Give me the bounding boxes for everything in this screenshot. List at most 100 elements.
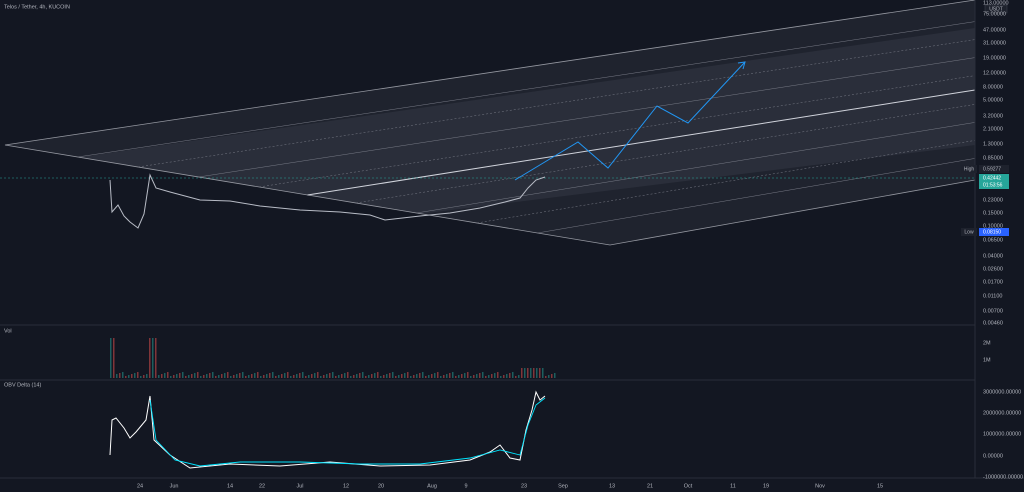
volume-bar: [515, 376, 517, 378]
volume-bar: [116, 374, 118, 378]
volume-bar: [365, 376, 367, 378]
obv-signal: [149, 397, 546, 467]
volume-bar: [191, 374, 193, 378]
volume-bar: [389, 373, 391, 378]
price-label: 0.00700: [983, 308, 1003, 314]
symbol-title: Telos / Tether, 4h, KUCOIN: [4, 4, 70, 10]
volume-bar: [422, 372, 424, 378]
volume-bar: [551, 374, 553, 378]
pitchfork-line: [259, 75, 976, 188]
volume-bar: [137, 372, 139, 378]
volume-bar: [419, 373, 421, 378]
price-label: 12.00000: [983, 70, 1006, 76]
volume-bar: [452, 372, 454, 378]
volume-bar: [461, 374, 463, 378]
time-label: Sep: [558, 483, 568, 489]
price-label: 0.85000: [983, 155, 1003, 161]
price-label: 5.00000: [983, 97, 1003, 103]
volume-bar: [203, 375, 205, 378]
volume-bar: [140, 376, 142, 378]
pitchfork-line: [77, 21, 976, 158]
volume-bar: [356, 374, 358, 378]
volume-bar: [110, 338, 112, 378]
volume-bar: [170, 376, 172, 378]
volume-bar: [254, 373, 256, 378]
volume-bar: [272, 372, 274, 378]
volume-bar: [233, 375, 235, 378]
pane-title: OBV Delta (14): [4, 382, 41, 388]
volume-bar: [431, 374, 433, 378]
obv-label: 3000000.00000: [983, 389, 1021, 395]
time-label: 14: [227, 483, 233, 489]
time-label: 22: [259, 483, 265, 489]
volume-bar: [134, 373, 136, 378]
volume-bar: [338, 375, 340, 378]
time-label: 20: [378, 483, 384, 489]
obv-label: -1000000.00000: [983, 474, 1023, 480]
pitchfork-line: [138, 39, 976, 168]
volume-bar: [398, 375, 400, 378]
volume-bar: [536, 368, 538, 378]
volume-bar: [416, 374, 418, 378]
obv-label: 2000000.00000: [983, 410, 1021, 416]
volume-bar: [404, 373, 406, 378]
volume-bar: [158, 375, 160, 378]
volume-bar: [320, 376, 322, 378]
volume-bar: [533, 368, 535, 378]
volume-bar: [383, 375, 385, 378]
price-box: [979, 174, 1009, 189]
volume-bar: [464, 373, 466, 378]
volume-bar: [329, 373, 331, 378]
volume-bar: [242, 372, 244, 378]
volume-bar: [491, 374, 493, 378]
price-label: 0.01700: [983, 279, 1003, 285]
time-label: 13: [609, 483, 615, 489]
volume-bar: [230, 376, 232, 378]
volume-bar: [278, 375, 280, 378]
volume-bar: [188, 375, 190, 378]
volume-bar: [248, 375, 250, 378]
volume-bar: [494, 373, 496, 378]
volume-bar: [206, 374, 208, 378]
time-label: 15: [877, 483, 883, 489]
volume-bar: [506, 374, 508, 378]
volume-bar: [371, 374, 373, 378]
current-price: 0.42442: [983, 175, 1001, 181]
time-label: 24: [137, 483, 143, 489]
volume-bar: [374, 373, 376, 378]
price-label: 1.30000: [983, 141, 1003, 147]
time-label: 19: [763, 483, 769, 489]
volume-bar: [197, 372, 199, 378]
price-label: 47.00000: [983, 27, 1006, 33]
volume-bar: [179, 373, 181, 378]
volume-bar: [368, 375, 370, 378]
low-box: [979, 228, 1009, 236]
volume-bar: [485, 376, 487, 378]
volume-bar: [308, 375, 310, 378]
volume-bar: [440, 376, 442, 378]
volume-bar: [167, 372, 169, 378]
volume-bar: [341, 374, 343, 378]
volume-bar: [221, 374, 223, 378]
volume-bar: [425, 376, 427, 378]
volume-bar: [239, 373, 241, 378]
volume-bar: [149, 338, 151, 378]
high-tag: [961, 165, 977, 173]
volume-bar: [413, 375, 415, 378]
price-label: 2.10000: [983, 126, 1003, 132]
volume-bar: [209, 373, 211, 378]
price-label: 0.01100: [983, 293, 1002, 299]
volume-bars: [110, 338, 556, 378]
volume-bar: [479, 373, 481, 378]
pitchfork-lines: [77, 21, 976, 234]
time-label: Oct: [684, 483, 693, 489]
pitchfork-line: [537, 158, 976, 234]
obv-label: 0.00000: [983, 453, 1003, 459]
volume-bar: [182, 372, 184, 378]
volume-bar: [509, 373, 511, 378]
volume-bar: [503, 375, 505, 378]
volume-bar: [350, 376, 352, 378]
volume-bar: [305, 376, 307, 378]
pitchfork-line: [307, 89, 976, 196]
